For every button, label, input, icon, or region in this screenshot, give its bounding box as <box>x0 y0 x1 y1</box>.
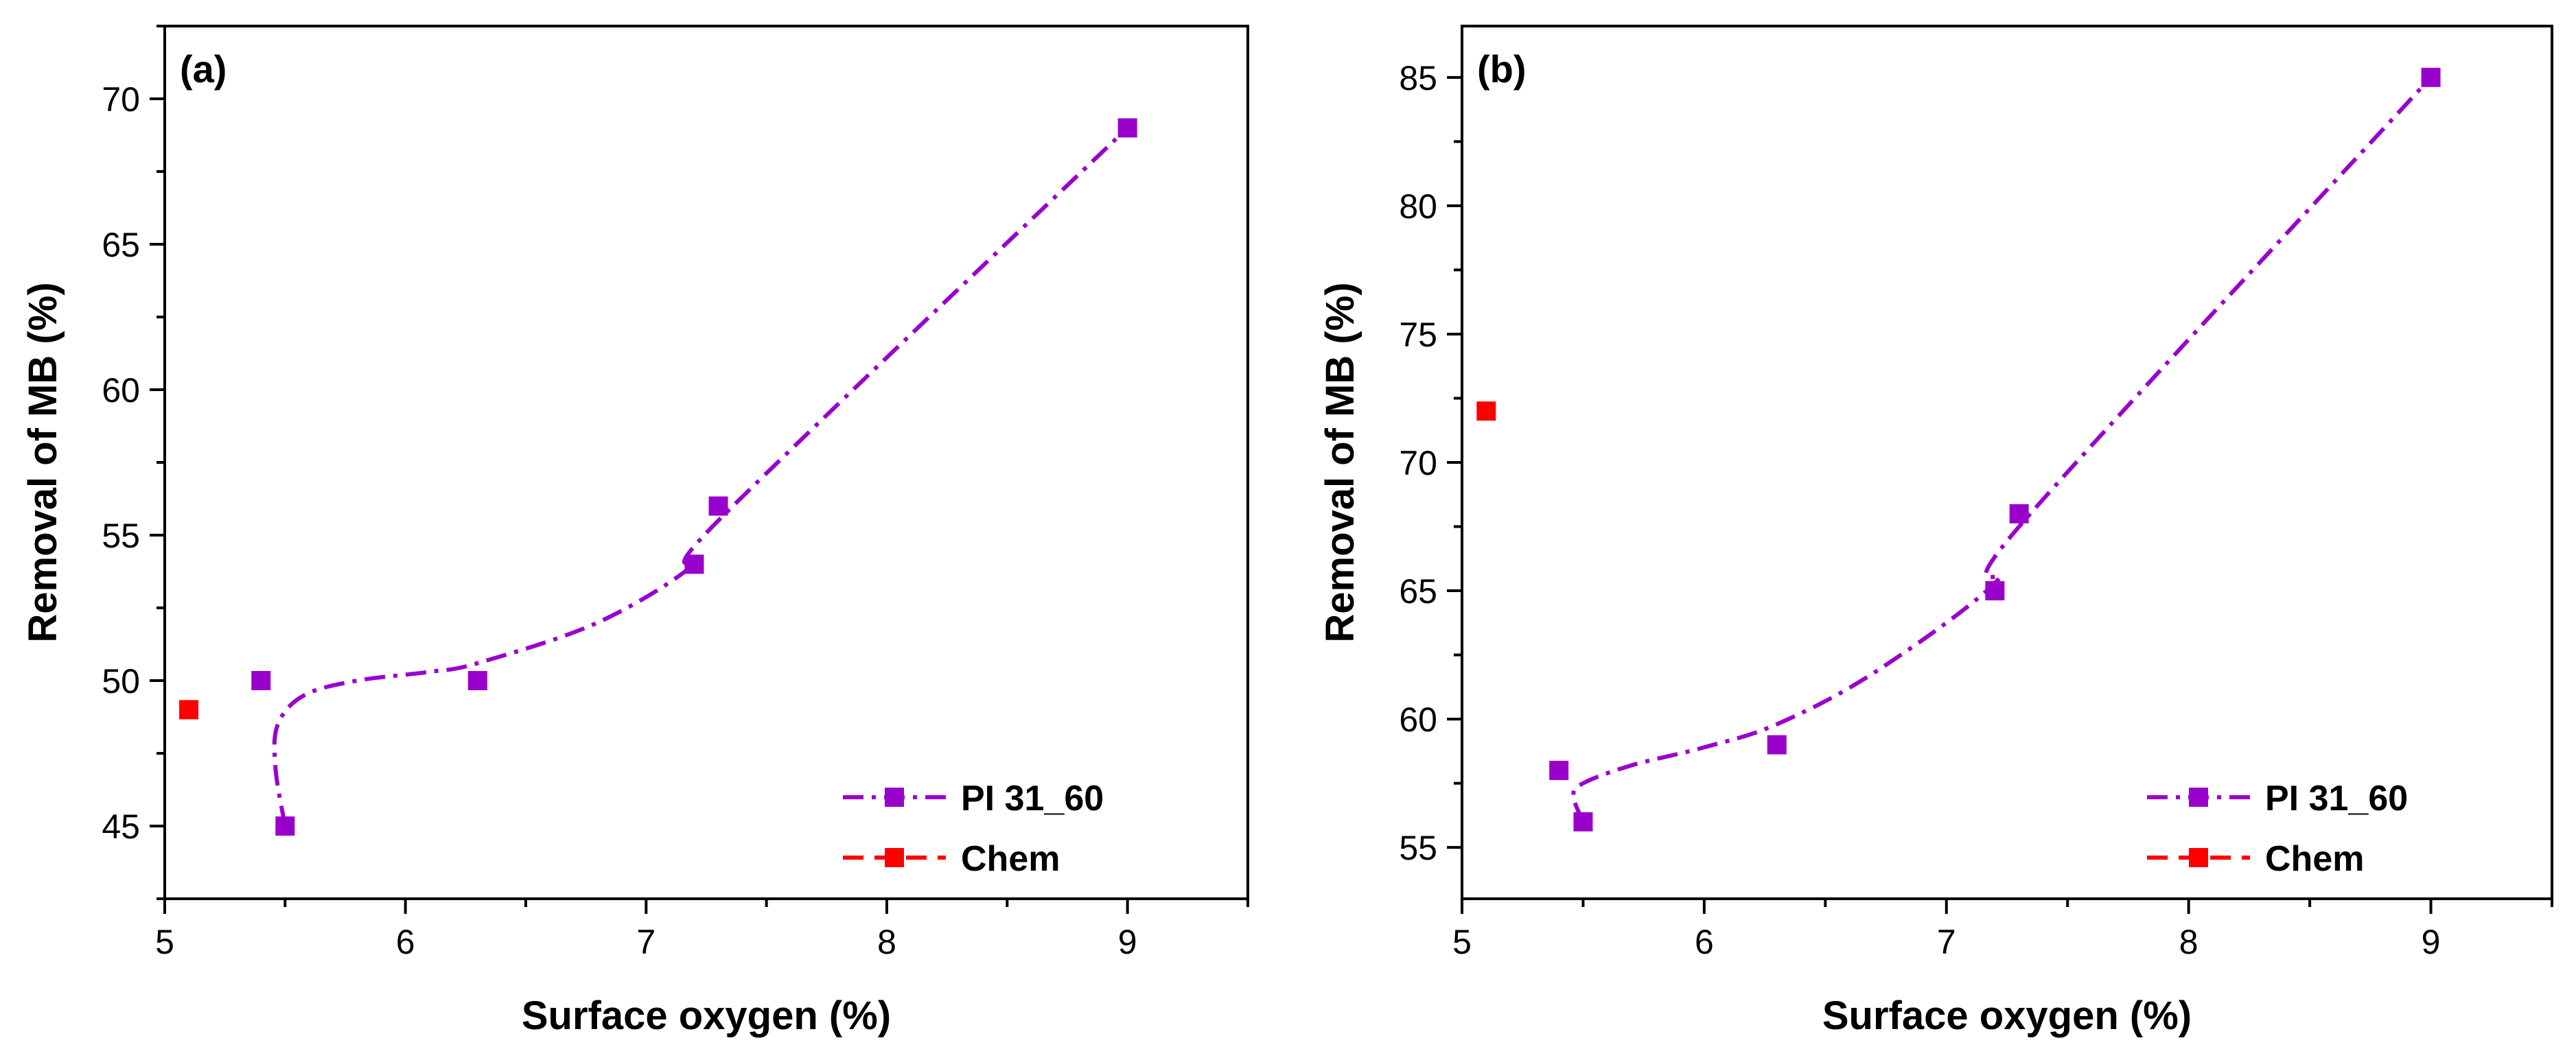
y-tick-label: 80 <box>1399 187 1437 226</box>
data-point <box>1476 401 1496 421</box>
legend-label: PI 31_60 <box>961 779 1104 818</box>
data-point <box>467 671 487 690</box>
data-point <box>1985 581 2005 601</box>
panel-b: 5 6 7 8 9 55 60 65 70 75 80 85 Surface oxygen (%) Rem… <box>1318 25 2553 1038</box>
y-axis-title: Removal of MB (%) <box>1318 282 1362 642</box>
y-axis-title: Removal of MB (%) <box>21 282 65 642</box>
data-point <box>275 816 295 836</box>
plot-frame <box>163 25 1249 900</box>
x-tick-label: 5 <box>1452 923 1472 961</box>
data-point <box>2009 504 2029 523</box>
panel-a: 5 6 7 8 9 45 50 55 60 65 70 Surface oxygen (%) Remov… <box>21 25 1249 1038</box>
legend-marker <box>2189 788 2208 807</box>
x-tick-label: 9 <box>2422 923 2441 961</box>
x-tick-label: 8 <box>877 923 896 961</box>
y-tick-label: 60 <box>102 371 140 410</box>
y-tick-label: 70 <box>1399 444 1437 482</box>
data-point <box>2421 67 2441 87</box>
data-point <box>1767 735 1787 755</box>
x-tick-label: 6 <box>396 923 415 961</box>
x-tick-label: 7 <box>636 923 655 961</box>
fit-curve-line <box>1571 75 2433 823</box>
y-tick-label: 50 <box>102 662 140 700</box>
legend-marker <box>2189 848 2208 867</box>
x-tick-label: 5 <box>155 923 174 961</box>
y-tick-label: 55 <box>1399 829 1437 867</box>
data-point <box>1117 118 1137 138</box>
y-tick-label: 55 <box>102 517 140 555</box>
x-tick-label: 6 <box>1695 923 1714 961</box>
x-axis-title: Surface oxygen (%) <box>522 993 891 1038</box>
fit-curve-line <box>272 126 1129 827</box>
x-tick-label: 8 <box>2179 923 2198 961</box>
legend-label: Chem <box>961 839 1060 879</box>
y-tick-label: 65 <box>1399 572 1437 611</box>
panel-label: (a) <box>180 47 227 91</box>
data-point <box>708 496 728 516</box>
panel-label: (b) <box>1477 47 1527 91</box>
data-point <box>1549 760 1569 780</box>
y-tick-label: 75 <box>1399 316 1437 354</box>
x-tick-label: 9 <box>1118 923 1137 961</box>
data-point <box>684 554 704 574</box>
y-tick-label: 60 <box>1399 700 1437 739</box>
data-point <box>251 671 271 690</box>
y-tick-label: 45 <box>102 808 140 846</box>
data-point <box>1573 812 1593 832</box>
x-tick-label: 7 <box>1937 923 1956 961</box>
legend-marker <box>885 848 904 867</box>
legend-label: Chem <box>2265 839 2364 879</box>
x-axis-title: Surface oxygen (%) <box>1822 993 2192 1038</box>
y-tick-label: 70 <box>102 80 140 119</box>
y-tick-label: 85 <box>1399 59 1437 97</box>
data-point <box>179 700 199 720</box>
y-tick-label: 65 <box>102 226 140 264</box>
legend-label: PI 31_60 <box>2265 779 2408 818</box>
legend-marker <box>885 788 904 807</box>
